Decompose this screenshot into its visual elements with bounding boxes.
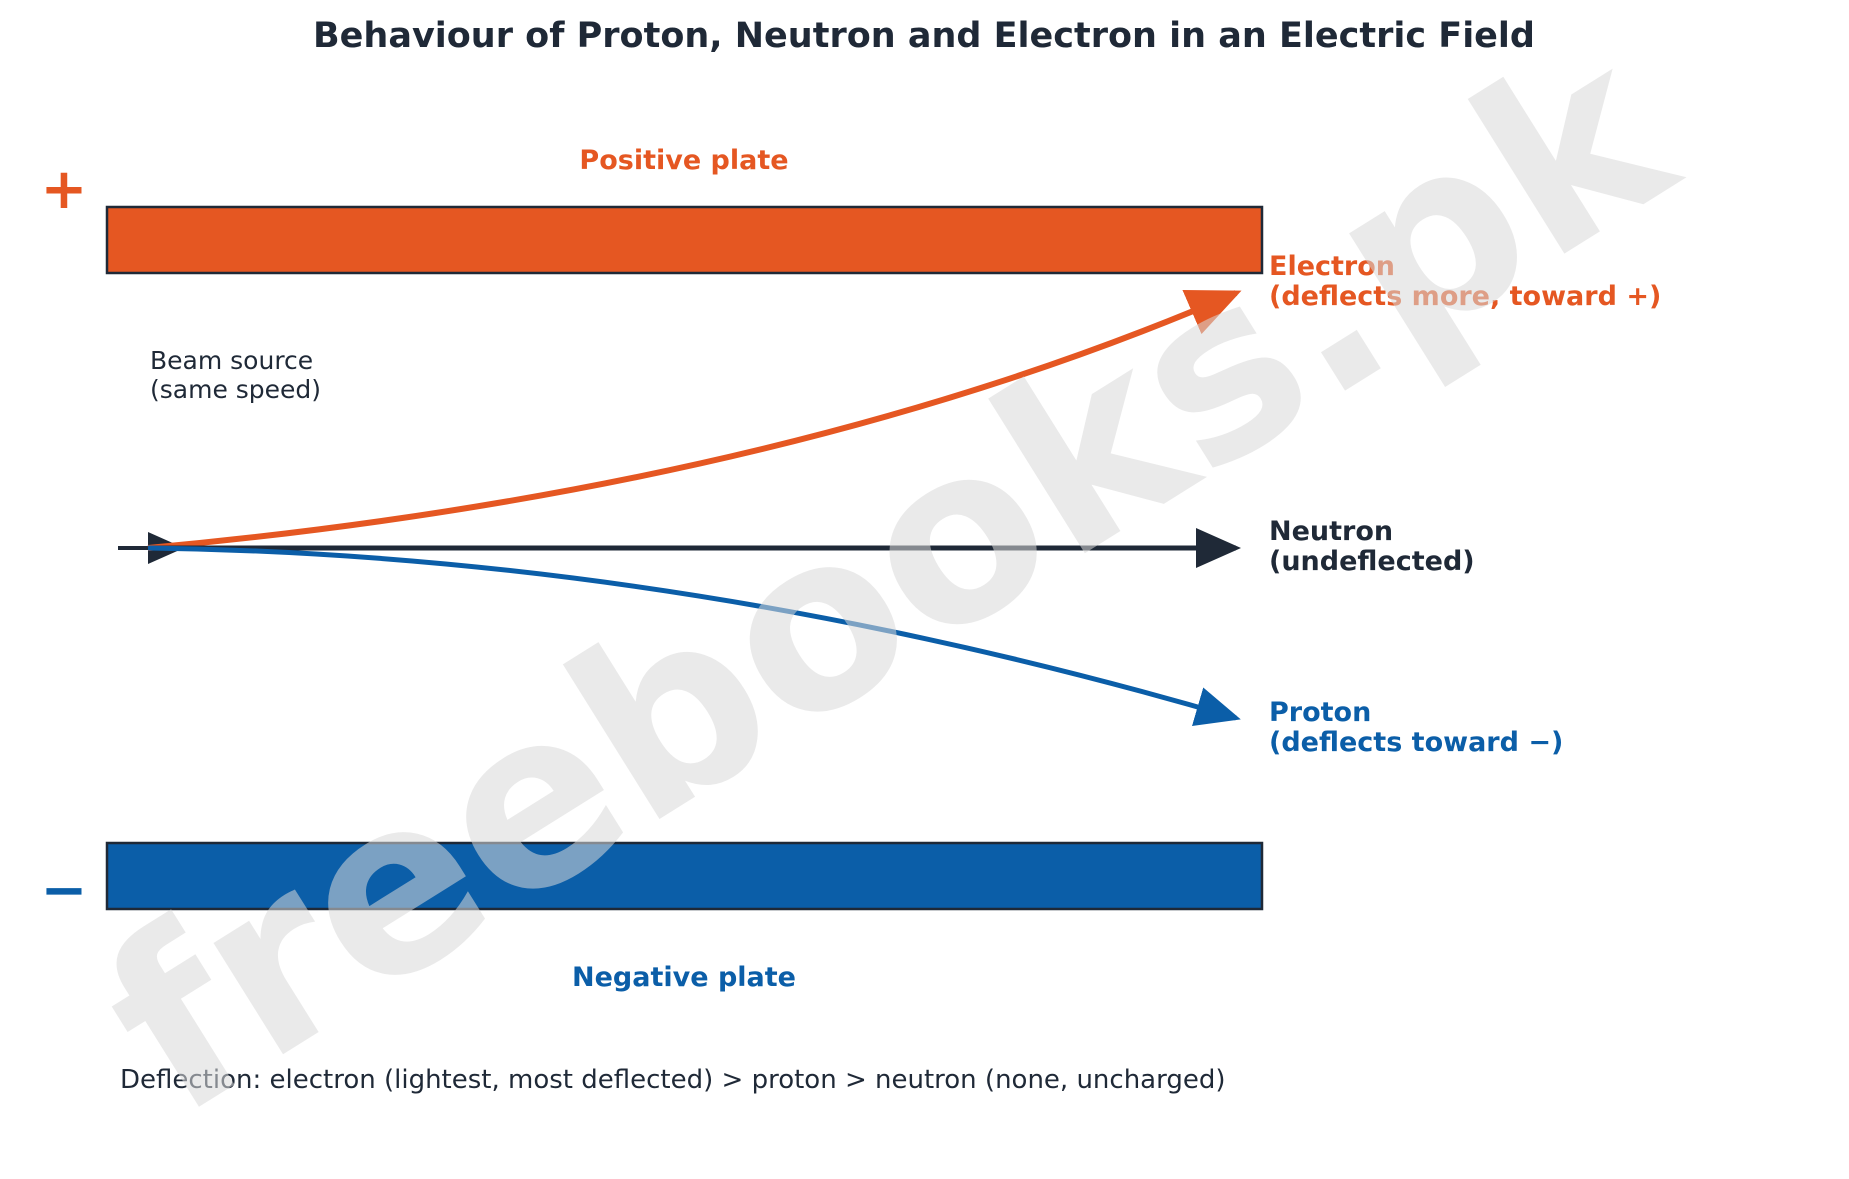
negative-sign: − — [41, 858, 88, 923]
proton-name: Proton — [1269, 697, 1371, 728]
beam-source-line2: (same speed) — [150, 375, 321, 404]
electron-name: Electron — [1269, 251, 1395, 282]
electron-note: (deflects more, toward +) — [1269, 281, 1661, 312]
proton-note: (deflects toward −) — [1269, 727, 1563, 758]
positive-sign: + — [41, 157, 88, 222]
positive-plate — [105, 205, 1264, 275]
electron-path — [147, 289, 1242, 551]
neutron-note: (undeflected) — [1269, 546, 1475, 577]
neutron-label: Neutron (undeflected) — [1269, 516, 1475, 577]
negative-plate — [105, 841, 1264, 911]
deflection-caption: Deflection: electron (lightest, most def… — [120, 1065, 1226, 1095]
proton-label: Proton (deflects toward −) — [1269, 697, 1563, 758]
electron-label: Electron (deflects more, toward +) — [1269, 251, 1661, 312]
positive-plate-label: Positive plate — [579, 145, 788, 176]
beam-source-line1: Beam source — [150, 346, 313, 375]
diagram-title: Behaviour of Proton, Neutron and Electro… — [313, 16, 1535, 56]
neutron-name: Neutron — [1269, 516, 1393, 547]
beam-source-label: Beam source (same speed) — [150, 346, 321, 404]
negative-plate-label: Negative plate — [572, 962, 796, 993]
watermark: freebooks.pk — [59, 0, 1717, 1169]
proton-path — [147, 545, 1241, 726]
